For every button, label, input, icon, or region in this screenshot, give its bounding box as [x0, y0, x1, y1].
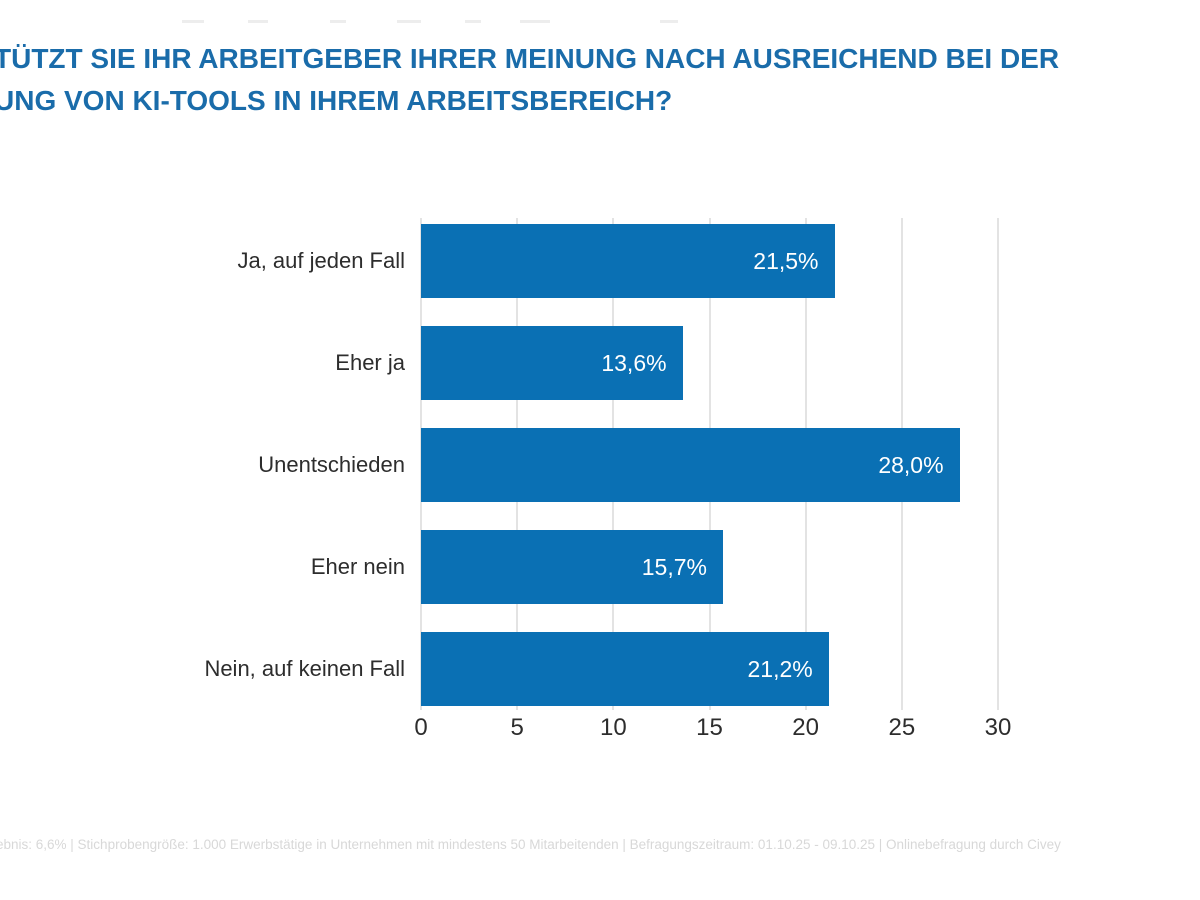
chart-title-line2: UNG VON KI-TOOLS IN IHREM ARBEITSBEREICH…: [0, 85, 673, 116]
tick-label: 15: [696, 714, 723, 741]
x-axis: 0 5 10 15 20 25 30: [0, 714, 1200, 748]
value-label: 21,5%: [753, 247, 819, 274]
category-label: Eher nein: [310, 554, 405, 579]
value-label: 15,7%: [641, 553, 707, 580]
chart-title-line1: TÜTZT SIE IHR ARBEITGEBER IHRER MEINUNG …: [0, 43, 1060, 74]
bar: 13,6%: [421, 326, 683, 400]
chart-title: TÜTZT SIE IHR ARBEITGEBER IHRER MEINUNG …: [0, 38, 1200, 122]
bar: 28,0%: [421, 428, 960, 502]
tick-label: 30: [984, 714, 1012, 741]
bar: 15,7%: [421, 530, 723, 604]
cropped-text-artifact: [397, 20, 421, 23]
chart-row: Eher nein 15,7%: [0, 530, 1200, 604]
grid-line: [997, 218, 999, 710]
bar: 21,5%: [421, 224, 835, 298]
chart-row: Unentschieden 28,0%: [0, 428, 1200, 502]
source-footnote: ebnis: 6,6% | Stichprobengröße: 1.000 Er…: [0, 837, 1061, 852]
tick-label: 10: [599, 714, 627, 741]
bar: 21,2%: [421, 632, 829, 706]
cropped-text-artifact: [660, 20, 678, 23]
chart-row: Ja, auf jeden Fall 21,5%: [0, 224, 1200, 298]
value-label: 13,6%: [601, 349, 667, 376]
cropped-text-artifact: [182, 20, 204, 23]
cropped-text-artifact: [330, 20, 346, 23]
category-label: Nein, auf keinen Fall: [204, 656, 405, 681]
category-label: Unentschieden: [258, 452, 405, 477]
plot-area: Ja, auf jeden Fall 21,5% Eher ja 13,6% Unent…: [0, 224, 1200, 706]
chart-row: Eher ja 13,6%: [0, 326, 1200, 400]
tick-label: 20: [792, 714, 819, 741]
tick-label: 5: [510, 714, 524, 741]
value-label: 21,2%: [747, 655, 813, 682]
cropped-text-artifact: [520, 20, 550, 23]
category-label: Eher ja: [335, 350, 405, 375]
tick-label: 0: [414, 714, 428, 741]
category-label: Ja, auf jeden Fall: [237, 248, 405, 273]
cropped-text-artifact: [248, 20, 268, 23]
value-label: 28,0%: [878, 451, 944, 478]
tick-label: 25: [888, 714, 916, 741]
chart-row: Nein, auf keinen Fall 21,2%: [0, 632, 1200, 706]
cropped-text-artifact: [465, 20, 481, 23]
